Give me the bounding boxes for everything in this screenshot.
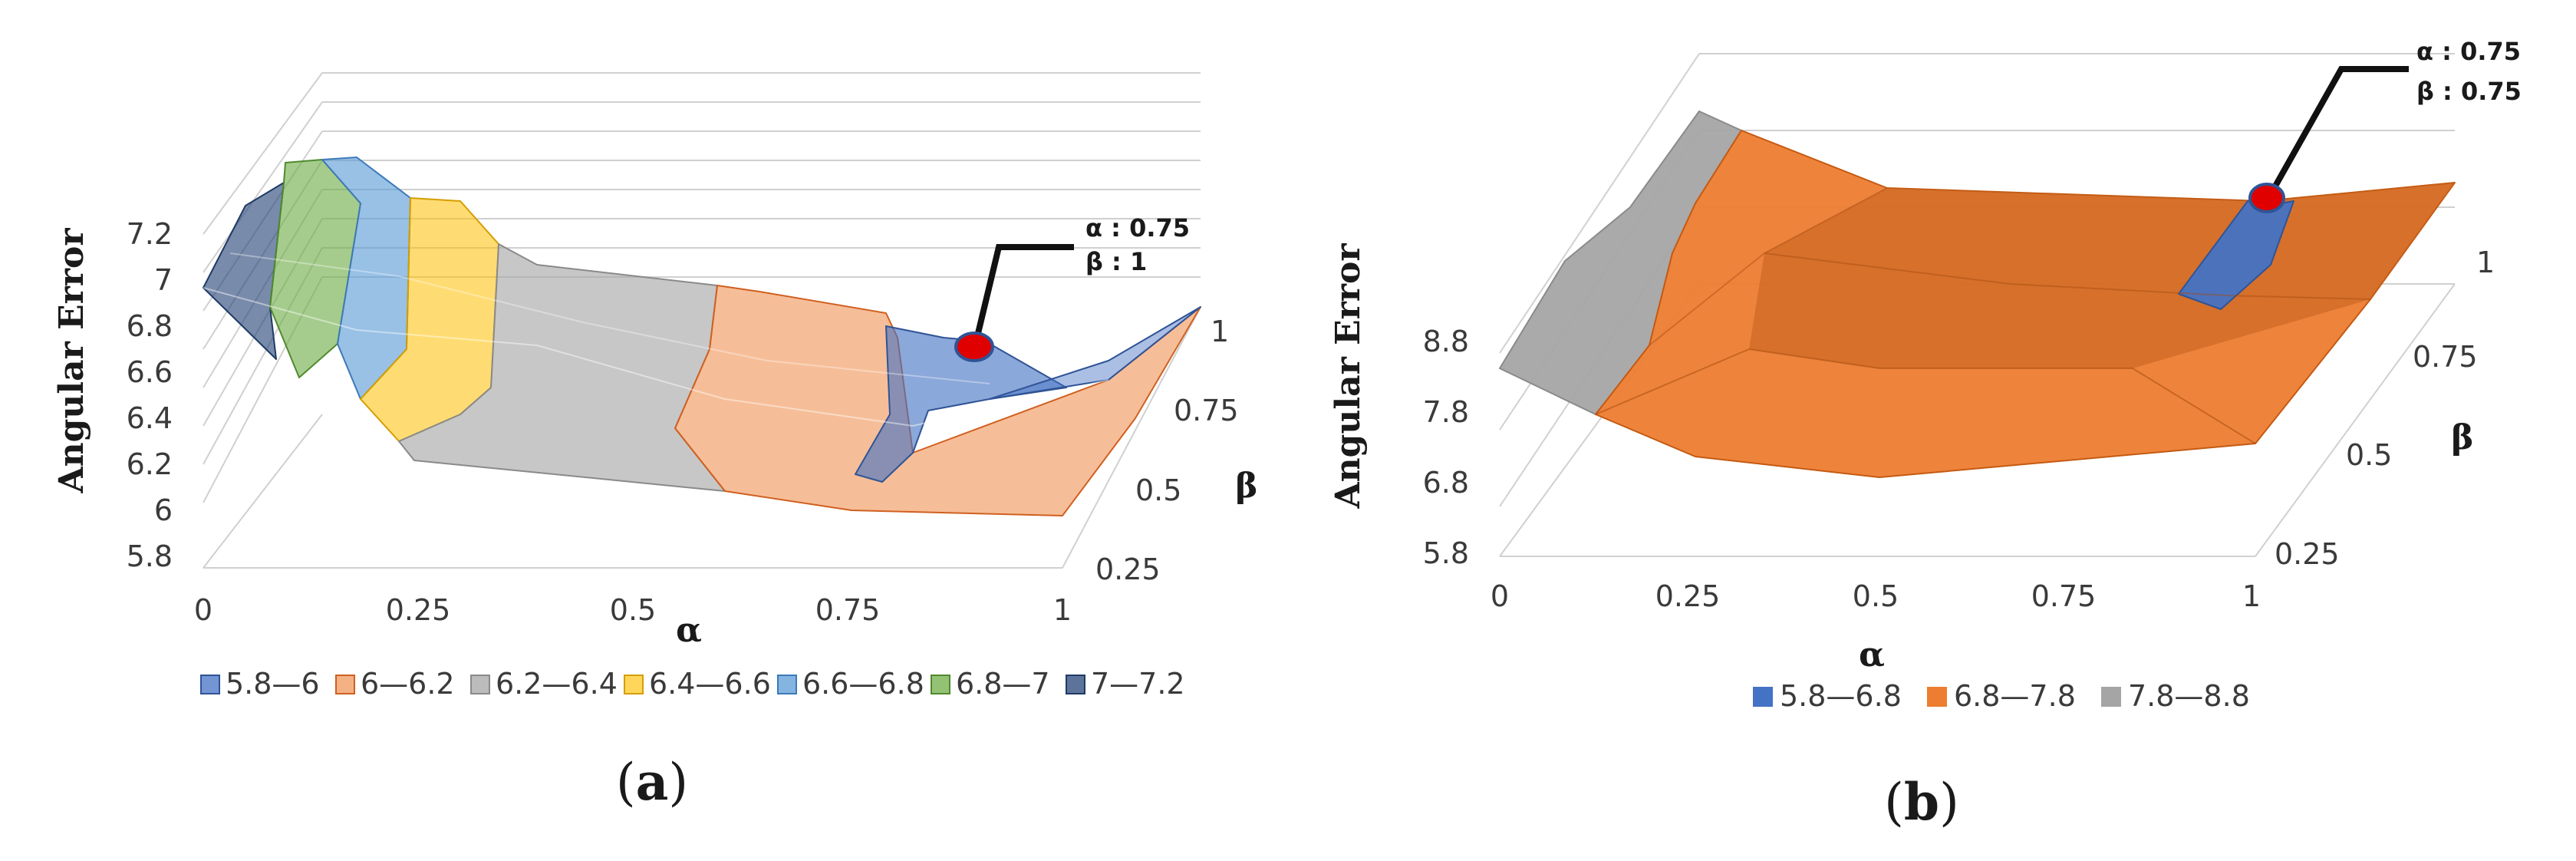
- b-annotation-line1: α : 0.75: [2416, 37, 2521, 66]
- a-band-6-6.2: [674, 285, 1201, 516]
- a-band-5.8-6-wing: [989, 306, 1201, 400]
- b-alpha-tick: 0: [1491, 579, 1509, 613]
- a-legend-label: 6.4—6.6: [649, 667, 771, 701]
- a-annotation-marker: [954, 332, 994, 362]
- chart-b-alpha-ticks: 0 0.25 0.5 0.75 1: [1491, 579, 2261, 613]
- a-beta-tick: 1: [1211, 315, 1229, 348]
- a-error-tick: 6.8: [127, 309, 173, 343]
- a-beta-tick: 0.25: [1095, 553, 1161, 586]
- b-ylabel: Angular Error: [1329, 243, 1368, 510]
- b-legend-label: 6.8—7.8: [1954, 679, 2076, 713]
- b-zlabel: β: [2451, 418, 2473, 457]
- a-caption: (a): [616, 752, 688, 812]
- a-alpha-tick: 0.75: [815, 593, 881, 627]
- a-legend-label: 6.2—6.4: [496, 667, 618, 701]
- a-error-tick: 5.8: [127, 539, 173, 573]
- b-alpha-tick: 0.5: [1853, 579, 1899, 613]
- b-annotation-line2: β : 0.75: [2416, 77, 2522, 106]
- b-xlabel: α: [1859, 635, 1885, 675]
- chart-b: 8.8 7.8 6.8 5.8 Angular Error 0 0.25 0.5…: [1329, 37, 2522, 832]
- b-annotation-leader: [2264, 66, 2409, 203]
- b-beta-tick: 0.25: [2275, 537, 2340, 571]
- b-alpha-tick: 0.25: [1655, 579, 1721, 613]
- b-legend-swatch: [2101, 687, 2121, 707]
- a-legend-label: 7—7.2: [1091, 667, 1185, 701]
- chart-b-beta-ticks: 0.25 0.5 0.75 1: [2275, 246, 2495, 571]
- chart-b-legend: 5.8—6.8 6.8—7.8 7.8—8.8: [1753, 679, 2250, 713]
- a-caption-letter: a: [636, 752, 669, 812]
- chart-a-legend: 5.8—6 6—6.2 6.2—6.4 6.4—6.6 6.6—6.8 6.8—…: [200, 667, 1185, 701]
- a-alpha-tick: 1: [1053, 593, 1072, 627]
- b-beta-tick: 0.5: [2346, 438, 2392, 472]
- b-legend-swatch: [1753, 687, 1773, 707]
- a-ylabel: Angular Error: [52, 228, 91, 494]
- chart-a-error-ticks: 7.2 7 6.8 6.6 6.4 6.2 6 5.8: [127, 217, 173, 573]
- a-beta-tick: 0.75: [1174, 394, 1239, 427]
- b-beta-tick: 1: [2476, 246, 2495, 279]
- a-legend-swatch: [200, 675, 220, 694]
- b-annotation: α : 0.75 β : 0.75: [2248, 37, 2522, 213]
- a-legend-swatch: [1066, 675, 1085, 694]
- chart-a-alpha-ticks: 0 0.25 0.5 0.75 1: [194, 593, 1072, 627]
- b-annotation-marker: [2248, 183, 2285, 213]
- a-legend-swatch: [470, 675, 490, 694]
- b-error-tick: 5.8: [1423, 536, 1469, 570]
- a-xlabel: α: [676, 611, 702, 650]
- a-error-tick: 6.6: [127, 355, 173, 389]
- a-zlabel: β: [1235, 467, 1257, 506]
- b-legend-label: 7.8—8.8: [2128, 679, 2250, 713]
- b-legend-label: 5.8—6.8: [1780, 679, 1902, 713]
- a-error-tick: 7.2: [127, 217, 173, 251]
- a-legend-label: 5.8—6: [226, 667, 320, 701]
- chart-b-surface: [1499, 111, 2456, 478]
- a-legend-swatch: [931, 675, 950, 694]
- b-error-tick: 7.8: [1423, 395, 1469, 429]
- b-band-6.8-7.8-shade: [1749, 183, 2455, 368]
- a-legend-swatch: [624, 675, 644, 694]
- b-caption-letter: b: [1904, 772, 1939, 832]
- a-beta-tick: 0.5: [1135, 473, 1181, 507]
- chart-a: 7.2 7 6.8 6.6 6.4 6.2 6 5.8 Angular Erro…: [52, 72, 1258, 812]
- b-error-tick: 6.8: [1423, 466, 1469, 500]
- a-alpha-tick: 0.25: [386, 593, 451, 627]
- chart-a-beta-ticks: 0.25 0.5 0.75 1: [1095, 315, 1239, 586]
- b-alpha-tick: 0.75: [2031, 579, 2097, 613]
- a-annotation: α : 0.75 β : 1: [954, 213, 1190, 362]
- a-error-tick: 6: [154, 493, 173, 527]
- b-legend-swatch: [1927, 687, 1947, 707]
- b-beta-tick: 0.75: [2413, 340, 2478, 374]
- a-legend-swatch: [335, 675, 355, 694]
- a-legend-label: 6.6—6.8: [802, 667, 924, 701]
- b-error-tick: 8.8: [1423, 325, 1469, 358]
- a-band-7-7.2: [203, 182, 285, 360]
- a-error-tick: 7: [154, 263, 173, 297]
- a-legend-label: 6—6.2: [361, 667, 455, 701]
- a-legend-label: 6.8—7: [956, 667, 1050, 701]
- b-alpha-tick: 1: [2242, 579, 2261, 613]
- chart-a-surface: [203, 157, 1201, 516]
- a-annotation-leader: [971, 244, 1074, 350]
- b-caption: (b): [1884, 772, 1959, 832]
- a-alpha-tick: 0: [194, 593, 212, 627]
- a-legend-swatch: [777, 675, 797, 694]
- a-annotation-line1: α : 0.75: [1085, 213, 1190, 242]
- a-annotation-line2: β : 1: [1085, 247, 1147, 276]
- chart-b-error-ticks: 8.8 7.8 6.8 5.8: [1423, 325, 1469, 570]
- a-error-tick: 6.4: [127, 401, 173, 435]
- a-alpha-tick: 0.5: [610, 593, 656, 627]
- a-error-tick: 6.2: [127, 447, 173, 481]
